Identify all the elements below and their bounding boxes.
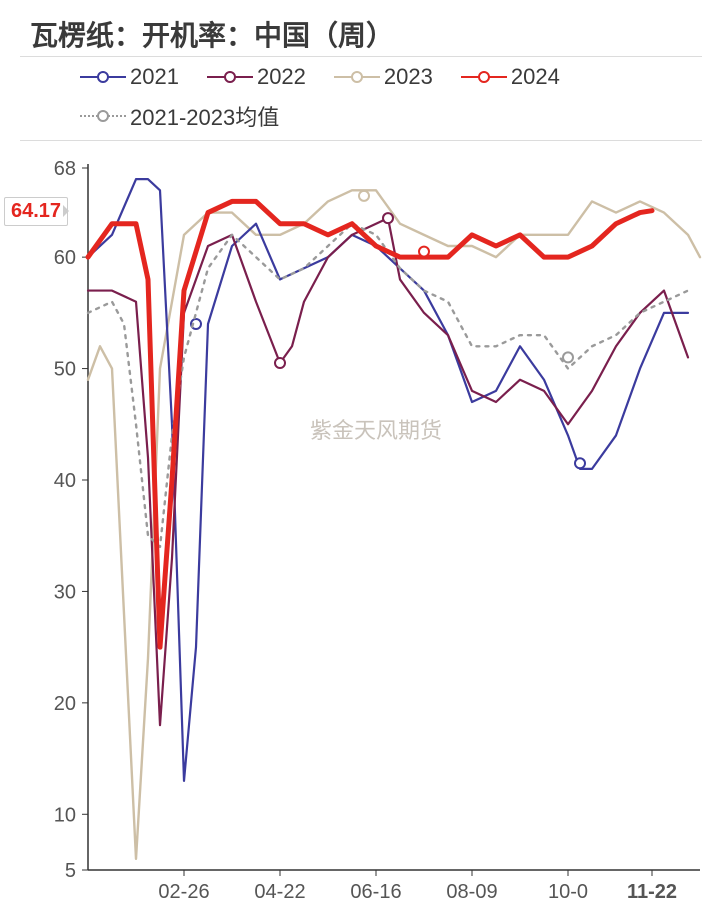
x-tick-label: 04-22 [254, 881, 305, 903]
series-marker-s2024 [419, 247, 429, 257]
x-tick-label: 10-0 [548, 881, 588, 903]
legend-item-savg[interactable]: 2021-2023均值 [80, 100, 279, 132]
y-tick-label: 5 [65, 860, 76, 882]
plot-area: 5 10 20 30 40 50 60 68 02-26 04-22 06-16 08-09 10-0 1… [0, 150, 722, 920]
legend-marker-icon [334, 69, 380, 85]
x-tick-label: 08-09 [446, 881, 497, 903]
legend-marker-icon [80, 69, 126, 85]
y-tick-label: 10 [54, 804, 76, 826]
legend-label: 2021 [130, 64, 179, 90]
series-marker-s2023 [359, 191, 369, 201]
legend-label: 2021-2023均值 [130, 100, 279, 132]
series-s2023 [88, 190, 700, 859]
legend-marker-icon [80, 108, 126, 124]
legend-marker-icon [461, 69, 507, 85]
series-marker-savg [563, 352, 573, 362]
legend-label: 2022 [257, 64, 306, 90]
y-tick-label: 30 [54, 581, 76, 603]
y-tick-label: 40 [54, 470, 76, 492]
series-s2022 [88, 218, 688, 725]
x-tick-label: 11-22 [627, 881, 677, 903]
legend-item-s2022[interactable]: 2022 [207, 64, 306, 90]
y-tick-label: 68 [54, 158, 76, 180]
legend-item-s2021[interactable]: 2021 [80, 64, 179, 90]
x-tick-label: 02-26 [158, 881, 209, 903]
y-tick-label: 50 [54, 359, 76, 381]
y-tick-label: 20 [54, 693, 76, 715]
series-marker-s2022 [383, 213, 393, 223]
legend-item-s2023[interactable]: 2023 [334, 64, 433, 90]
divider-top [20, 56, 702, 57]
legend: 2021 2022 2023 2024 2021-2023均值 [80, 64, 702, 132]
y-tick-label: 60 [54, 247, 76, 269]
legend-marker-icon [207, 69, 253, 85]
legend-item-s2024[interactable]: 2024 [461, 64, 560, 90]
x-tick-label: 06-16 [350, 881, 401, 903]
divider-bottom [20, 140, 702, 141]
legend-label: 2024 [511, 64, 560, 90]
legend-label: 2023 [384, 64, 433, 90]
chart-container: 瓦楞纸：开机率：中国（周） 2021 2022 2023 2024 2021-2023均… [0, 0, 722, 920]
series-marker-s2022 [275, 358, 285, 368]
series-marker-s2021 [575, 458, 585, 468]
chart-title: 瓦楞纸：开机率：中国（周） [30, 14, 394, 54]
